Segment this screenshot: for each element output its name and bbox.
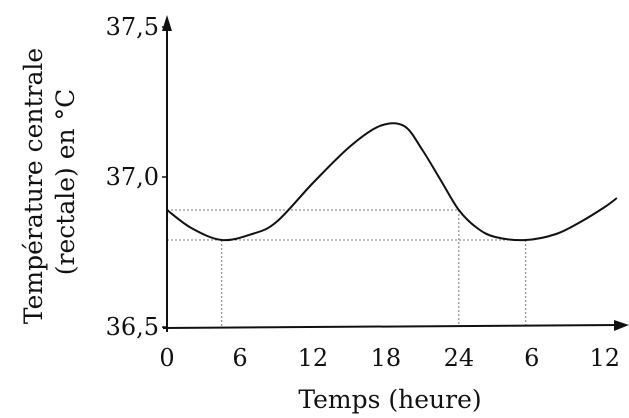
x-axis-line <box>162 324 621 329</box>
tick-labels: 0 6 12 18 24 6 12 36,5 37,0 37,5 <box>106 13 620 372</box>
x-tick-label-0: 0 <box>159 344 174 372</box>
temperature-series-line <box>166 122 618 242</box>
x-tick-label-5: 6 <box>524 344 539 372</box>
x-axis-title: Temps (heure) <box>298 385 481 414</box>
x-tick-label-1: 6 <box>232 344 247 372</box>
y-axis-arrow <box>162 15 172 31</box>
y-tick-label-2: 37,5 <box>106 13 159 41</box>
x-tick-label-6: 12 <box>589 344 620 372</box>
x-axis-arrow <box>614 320 629 331</box>
y-axis-title: Température centrale (rectale) en °C <box>19 40 80 324</box>
x-tick-label-3: 18 <box>371 344 402 372</box>
reference-lines <box>167 209 527 327</box>
axes <box>162 15 629 332</box>
x-tick-label-2: 12 <box>298 344 329 372</box>
y-axis-title-line-2: (rectale) en °C <box>51 89 80 275</box>
x-tick-label-4: 24 <box>444 344 475 372</box>
y-tick-label-1: 37,0 <box>106 163 159 191</box>
y-axis-title-line-1: Température centrale <box>19 48 48 324</box>
series-group <box>166 122 618 242</box>
y-tick-label-0: 36,5 <box>106 313 159 341</box>
